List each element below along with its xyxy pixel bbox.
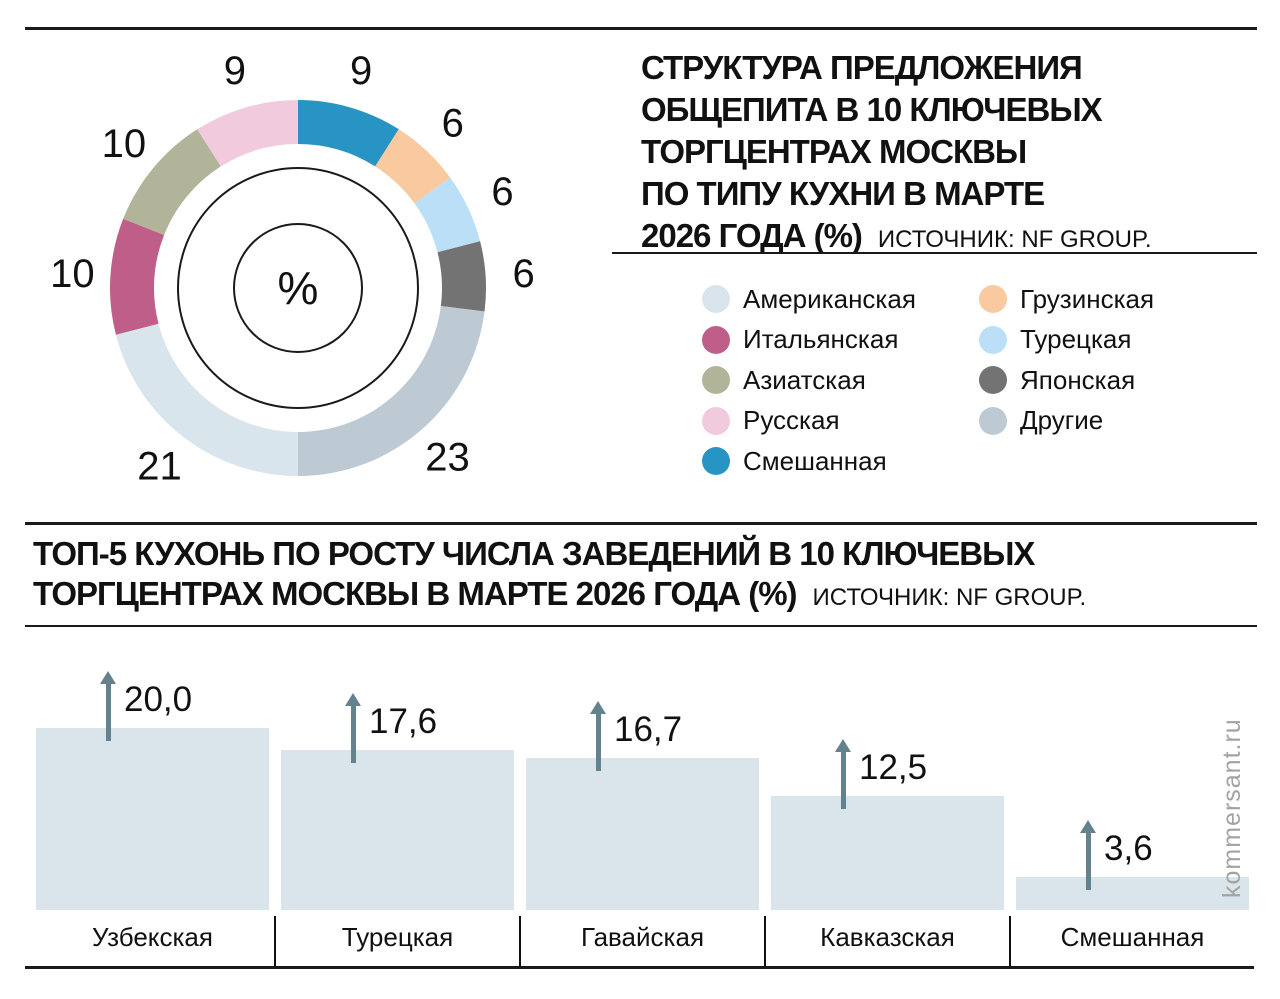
legend-item: Итальянская <box>702 320 916 361</box>
donut-value-label: 9 <box>224 50 246 93</box>
donut-legend-column-2: Грузинская Турецкая Японская Другие <box>979 279 1154 441</box>
bar-category-label: Узбекская <box>92 922 213 952</box>
bar-1 <box>281 750 514 910</box>
legend-label: Смешанная <box>743 445 887 476</box>
legend-label: Турецкая <box>1020 324 1132 355</box>
donut-value-label: 10 <box>102 122 147 166</box>
growth-arrow-shaft <box>595 712 601 771</box>
watermark: kommersant.ru <box>1218 718 1246 898</box>
donut-center-unit: % <box>278 262 319 314</box>
bar-category-label: Турецкая <box>341 922 454 952</box>
donut-value-label: 6 <box>491 170 513 214</box>
growth-arrow-icon <box>1080 820 1096 833</box>
legend-swatch-icon <box>979 366 1007 395</box>
donut-value-label: 23 <box>425 436 470 480</box>
legend-swatch-icon <box>979 285 1007 314</box>
donut-title-line-text: 2026 ГОДА (%) <box>641 217 863 254</box>
bar-value-label: 16,7 <box>614 710 683 749</box>
legend-item: Японская <box>979 360 1154 401</box>
growth-arrow-icon <box>590 701 606 714</box>
donut-segment-4 <box>298 306 485 476</box>
growth-arrow-shaft <box>1085 831 1091 890</box>
bar-3 <box>771 796 1004 910</box>
category-divider <box>764 916 766 966</box>
legend-swatch-icon <box>702 447 730 476</box>
legend-label: Грузинская <box>1020 283 1155 314</box>
bar-source: ИСТОЧНИК: NF GROUP. <box>812 584 1087 611</box>
donut-title-line: 2026 ГОДА (%) ИСТОЧНИК: NF GROUP. <box>641 215 1152 261</box>
bar-title-line-text: ТОРГЦЕНТРАХ МОСКВЫ В МАРТЕ 2026 ГОДА (%) <box>33 575 798 612</box>
legend-item: Американская <box>702 279 916 320</box>
legend-swatch-icon <box>979 406 1007 435</box>
donut-title-line: СТРУКТУРА ПРЕДЛОЖЕНИЯ <box>641 49 1083 86</box>
legend-item: Грузинская <box>979 279 1154 320</box>
bar-section-top-rule <box>25 522 1257 525</box>
bar-0 <box>36 728 269 910</box>
legend-label: Японская <box>1020 364 1136 395</box>
category-divider <box>519 916 521 966</box>
donut-source: ИСТОЧНИК: NF GROUP. <box>877 226 1152 253</box>
legend-item: Турецкая <box>979 320 1154 361</box>
bar-category-label: Кавказская <box>820 922 955 952</box>
legend-item: Азиатская <box>702 360 916 401</box>
donut-title-line: ТОРГЦЕНТРАХ МОСКВЫ <box>641 133 1027 170</box>
bar-title-line: ТОП-5 КУХОНЬ ПО РОСТУ ЧИСЛА ЗАВЕДЕНИЙ В … <box>33 535 1035 572</box>
growth-arrow-shaft <box>350 704 356 763</box>
legend-swatch-icon <box>702 285 730 314</box>
legend-swatch-icon <box>702 406 730 435</box>
donut-segment-7 <box>123 129 221 235</box>
bar-title-line: ТОРГЦЕНТРАХ МОСКВЫ В МАРТЕ 2026 ГОДА (%)… <box>33 574 1086 618</box>
donut-segment-0 <box>298 100 399 167</box>
legend-label: Американская <box>743 283 916 314</box>
growth-arrow-icon <box>835 739 851 752</box>
donut-segment-8 <box>197 100 298 167</box>
bar-value-label: 3,6 <box>1104 829 1153 868</box>
donut-segment-5 <box>115 323 298 476</box>
bar-value-label: 12,5 <box>859 748 928 787</box>
donut-segment-2 <box>414 177 481 253</box>
bar-2 <box>526 758 759 910</box>
donut-legend-column-1: Американская Итальянская Азиатская Русская С… <box>702 279 916 482</box>
donut-value-label: 10 <box>50 252 95 296</box>
legend-swatch-icon <box>702 325 730 354</box>
bar-section-title-rule <box>25 625 1257 627</box>
category-divider <box>274 916 276 966</box>
legend-swatch-icon <box>702 366 730 395</box>
growth-arrow-shaft <box>105 682 111 741</box>
donut-segment-1 <box>375 129 451 204</box>
donut-title: СТРУКТУРА ПРЕДЛОЖЕНИЯ ОБЩЕПИТА В 10 КЛЮЧ… <box>641 47 1152 261</box>
bar-category-label: Смешанная <box>1060 922 1205 952</box>
bar-axis-rule <box>25 966 1254 969</box>
top-rule <box>25 27 1257 30</box>
donut-segment-6 <box>110 218 165 335</box>
legend-label: Русская <box>743 405 840 436</box>
legend-item: Другие <box>979 401 1154 442</box>
legend-label: Другие <box>1020 405 1104 436</box>
growth-arrow-shaft <box>840 750 846 809</box>
legend-item: Русская <box>702 401 916 442</box>
donut-title-line: ПО ТИПУ КУХНИ В МАРТЕ <box>641 175 1045 212</box>
legend-swatch-icon <box>979 325 1007 354</box>
bar-title: ТОП-5 КУХОНЬ ПО РОСТУ ЧИСЛА ЗАВЕДЕНИЙ В … <box>33 534 1086 618</box>
bar-value-label: 17,6 <box>369 702 438 741</box>
bar-category-label: Гавайская <box>580 922 705 952</box>
legend-label: Азиатская <box>743 364 866 395</box>
donut-value-label: 6 <box>442 101 464 145</box>
donut-value-label: 6 <box>512 252 534 296</box>
donut-value-label: 21 <box>137 445 182 489</box>
donut-inner-ring <box>177 167 419 409</box>
donut-title-line: ОБЩЕПИТА В 10 КЛЮЧЕВЫХ <box>641 91 1103 128</box>
growth-arrow-icon <box>100 671 116 684</box>
donut-inner-ring <box>233 223 363 353</box>
bar-4 <box>1016 877 1249 910</box>
growth-arrow-icon <box>345 693 361 706</box>
category-divider <box>1009 916 1011 966</box>
legend-label: Итальянская <box>743 324 899 355</box>
donut-segment-3 <box>437 241 486 312</box>
donut-value-label: 9 <box>350 50 372 93</box>
title-divider-rule <box>612 252 1257 254</box>
legend-item: Смешанная <box>702 441 916 482</box>
bar-value-label: 20,0 <box>124 680 193 719</box>
